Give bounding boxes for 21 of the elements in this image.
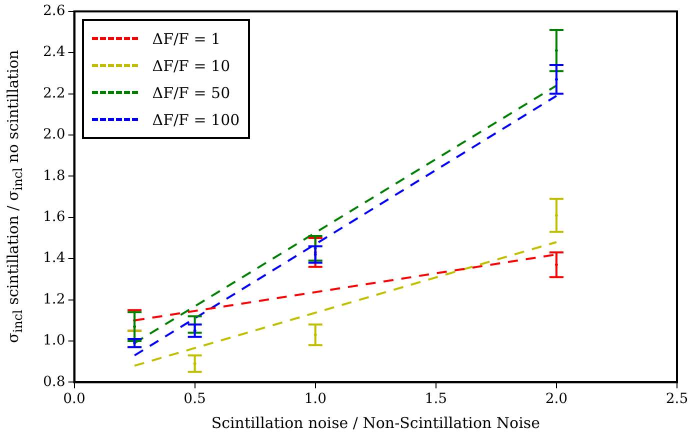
y-tick-label: 2.2 xyxy=(43,85,66,102)
legend-label: ΔF/F = 100 xyxy=(152,110,240,129)
y-tick-label: 1.6 xyxy=(43,209,66,226)
x-tick-label: 2.5 xyxy=(666,391,688,408)
y-tick-label: 2.6 xyxy=(43,3,66,20)
y-tick-label: 1.2 xyxy=(43,291,66,308)
legend-label: ΔF/F = 1 xyxy=(152,30,221,48)
y-tick-label: 2.0 xyxy=(43,126,66,143)
x-tick-label: 0.5 xyxy=(184,391,206,408)
legend-label: ΔF/F = 50 xyxy=(152,84,230,102)
y-tick-label: 0.8 xyxy=(43,374,66,390)
y-tick-label: 1.8 xyxy=(43,168,66,184)
y-tick-label: 1.0 xyxy=(43,332,66,349)
x-tick-label: 0.0 xyxy=(63,391,86,408)
legend-label: ΔF/F = 10 xyxy=(152,56,230,75)
x-tick-label: 1.0 xyxy=(304,391,326,408)
x-tick-label: 2.0 xyxy=(545,391,568,408)
x-tick-label: 1.5 xyxy=(424,391,448,408)
y-tick-label: 2.4 xyxy=(43,44,66,60)
x-axis-title: Scintillation noise / Non-Scintillation Noise xyxy=(211,414,540,432)
y-tick-label: 1.4 xyxy=(43,250,66,266)
